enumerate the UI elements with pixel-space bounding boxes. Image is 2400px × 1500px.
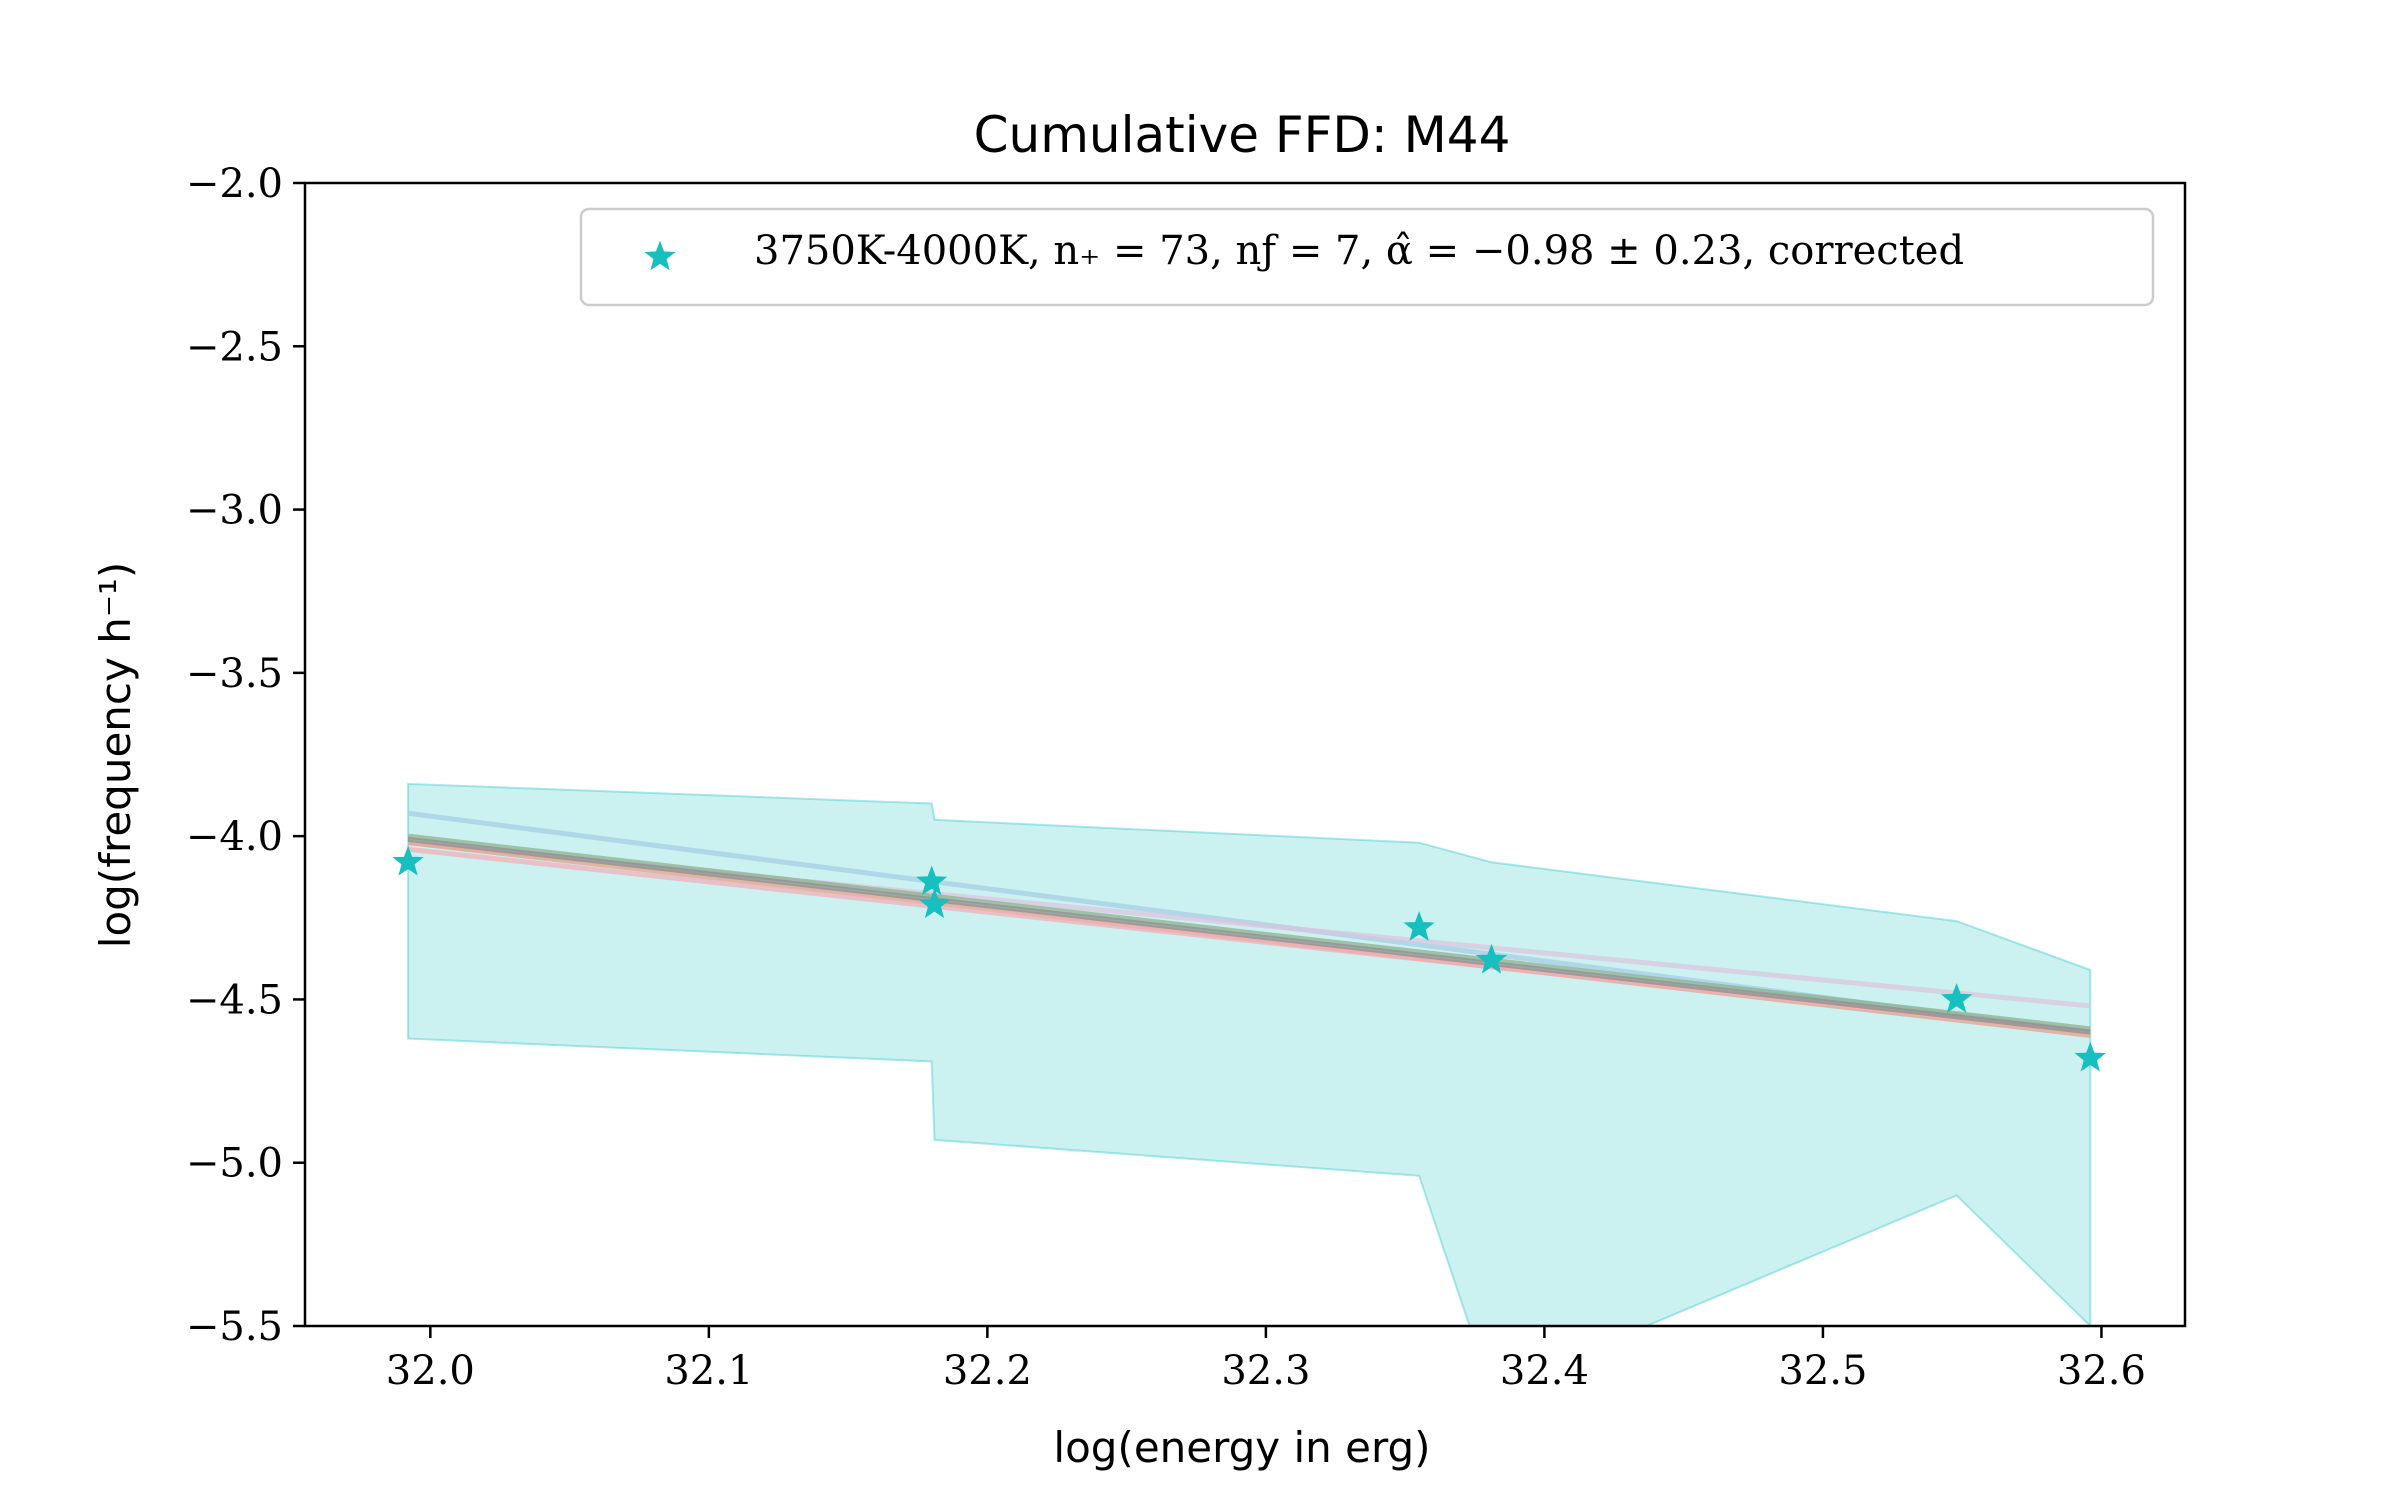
y-tick-label: −3.0 (186, 488, 283, 534)
legend: 3750K-4000K, n₊ = 73, nƒ = 7, α̂ = −0.98… (579, 207, 2155, 307)
y-tick-label: −5.5 (186, 1304, 283, 1350)
data-point (1403, 911, 1435, 941)
legend-star-icon (644, 240, 676, 271)
data-point (1475, 943, 1508, 974)
x-tick-label: 32.1 (664, 1348, 753, 1394)
x-axis-label: log(energy in erg) (1053, 1423, 1430, 1472)
y-tick-label: −4.5 (186, 977, 283, 1023)
chart-title: Cumulative FFD: M44 (974, 106, 1511, 164)
data-point (1940, 982, 1973, 1013)
fit-line (407, 833, 2091, 1032)
uncertainty-band-area (407, 782, 2092, 1326)
legend-label: 3750K-4000K, n₊ = 73, nƒ = 7, α̂ = −0.98… (754, 228, 1964, 274)
y-tick-label: −5.0 (186, 1141, 283, 1187)
data-point (2074, 1041, 2106, 1072)
data-point (392, 845, 424, 876)
data-point (916, 865, 948, 896)
y-tick-label: −2.0 (186, 161, 283, 207)
x-tick-label: 32.3 (1221, 1348, 1310, 1394)
x-tick-label: 32.4 (1500, 1348, 1589, 1394)
legend-box (579, 207, 2155, 307)
y-axis-ticks: −2.0 −2.5 −3.0 −3.5 −4.0 −4.5 −5.0 −5.5 (186, 161, 305, 1350)
x-tick-label: 32.6 (2057, 1348, 2146, 1394)
y-axis-label: log(frequency h⁻¹) (91, 562, 140, 948)
data-markers (392, 845, 2106, 1072)
x-tick-label: 32.5 (1778, 1348, 1867, 1394)
y-tick-label: −3.5 (186, 651, 283, 697)
fit-lines (407, 810, 2091, 1038)
uncertainty-band (407, 782, 2092, 1326)
x-tick-label: 32.2 (943, 1348, 1032, 1394)
x-tick-label: 32.0 (386, 1348, 475, 1394)
plot-area-frame (303, 181, 2187, 1328)
data-point (918, 888, 951, 919)
x-axis-ticks: 32.0 32.1 32.2 32.3 32.4 32.5 32.6 (386, 1326, 2146, 1394)
fit-line (407, 836, 2091, 1035)
y-tick-label: −4.0 (186, 814, 283, 860)
y-tick-label: −2.5 (186, 324, 283, 370)
